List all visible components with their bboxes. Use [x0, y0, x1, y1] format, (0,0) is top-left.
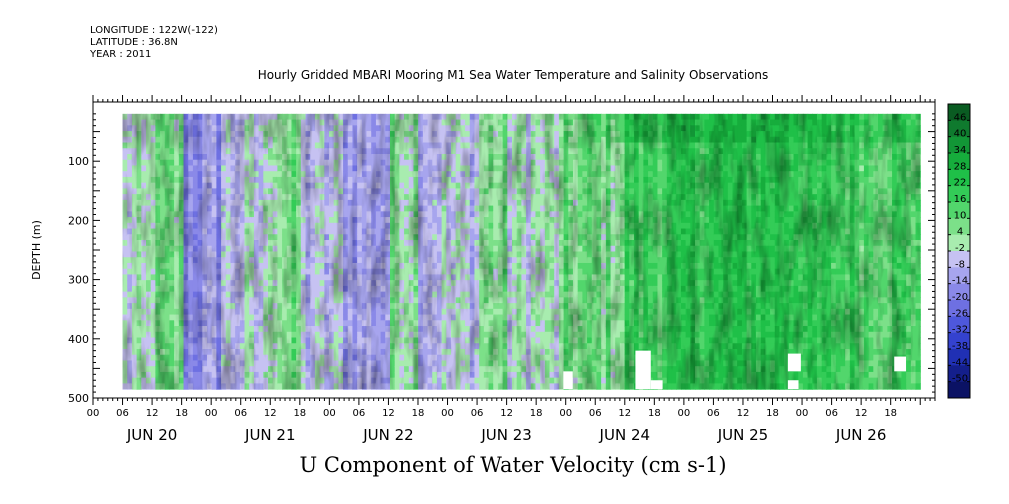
longitude-label: LONGITUDE : 122W(-122): [90, 25, 218, 36]
figure-title: Hourly Gridded MBARI Mooring M1 Sea Wate…: [257, 68, 769, 82]
latitude-label: LATITUDE : 36.8N: [90, 37, 178, 48]
year-label: YEAR : 2011: [90, 49, 152, 60]
